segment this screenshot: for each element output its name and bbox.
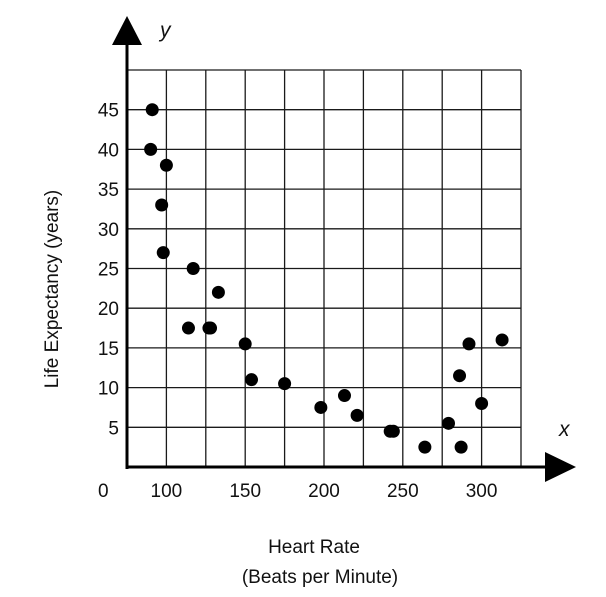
x-tick-label: 200 <box>308 481 340 502</box>
y-tick-label: 40 <box>98 140 119 161</box>
data-point <box>181 321 195 335</box>
data-point <box>418 440 432 454</box>
data-point <box>314 400 328 414</box>
data-point <box>156 246 170 260</box>
data-point <box>454 440 468 454</box>
origin-label: 0 <box>98 481 109 502</box>
data-point <box>144 142 158 156</box>
x-tick-label: 300 <box>466 481 498 502</box>
data-point <box>145 103 159 117</box>
y-tick-label: 35 <box>98 180 119 201</box>
data-point <box>453 369 467 383</box>
x-axis-sublabel: (Beats per Minute) <box>242 567 398 588</box>
data-point <box>238 337 252 351</box>
data-point <box>245 373 259 387</box>
x-axis-letter: x <box>558 418 571 441</box>
data-point <box>211 285 225 299</box>
x-tick-label: 250 <box>387 481 419 502</box>
data-point <box>278 377 292 391</box>
data-point <box>186 262 200 275</box>
y-axis-letter: y <box>158 19 172 42</box>
data-point <box>386 424 400 438</box>
y-tick-label: 30 <box>98 220 119 241</box>
y-tick-label: 10 <box>98 379 119 400</box>
x-axis-arrow <box>545 452 576 482</box>
y-tick-label: 25 <box>98 260 119 281</box>
data-point <box>159 158 173 172</box>
y-tick-label: 5 <box>108 418 119 439</box>
data-point <box>442 416 456 430</box>
data-point <box>462 337 476 351</box>
data-point <box>350 408 364 422</box>
data-point <box>155 198 169 212</box>
data-point <box>337 389 351 403</box>
x-tick-label: 100 <box>151 481 183 502</box>
y-tick-label: 15 <box>98 339 119 360</box>
axes <box>112 16 576 482</box>
x-tick-label: 150 <box>229 481 261 502</box>
data-point <box>475 396 489 410</box>
y-tick-label: 45 <box>98 101 119 122</box>
data-point <box>495 333 509 347</box>
y-axis-label: Life Expectancy (years) <box>42 190 63 389</box>
data-point <box>204 321 218 335</box>
tick-labels: 100 150 200 250 300 5 10 15 20 25 30 35 40 45 <box>98 101 498 502</box>
y-tick-label: 20 <box>98 299 119 320</box>
y-axis-arrow <box>112 16 142 45</box>
x-axis-label: Heart Rate <box>268 537 360 558</box>
data-points <box>144 103 509 454</box>
